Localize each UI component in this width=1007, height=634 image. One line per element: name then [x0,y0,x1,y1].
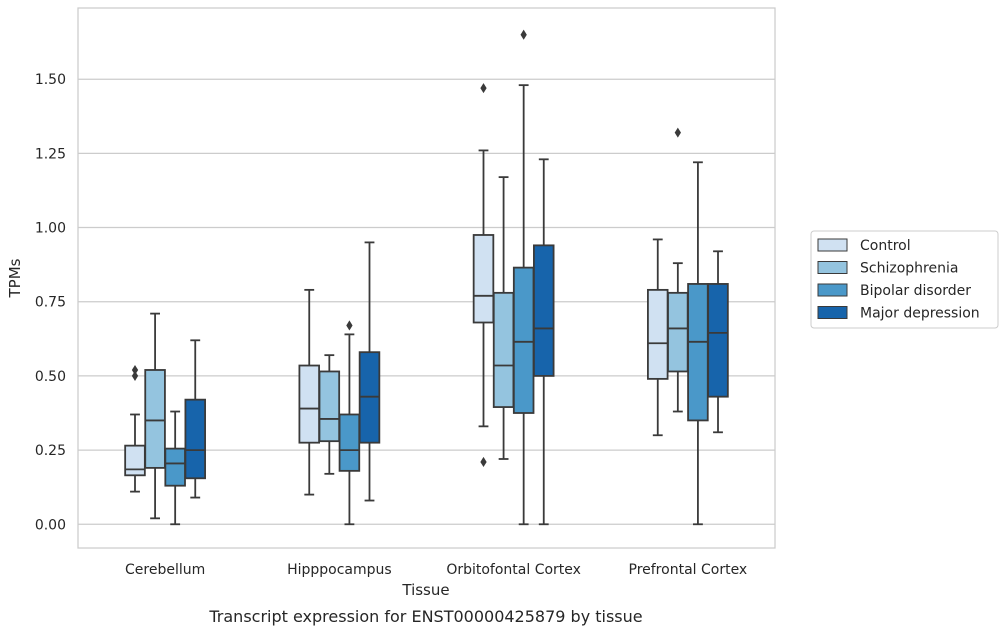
outlier-point [480,456,487,467]
legend-swatch [817,238,848,252]
box-1-1 [318,354,341,475]
y-tick-label: 1.50 [35,72,66,88]
outlier-point [346,320,353,331]
x-axis-title: Tissue [401,581,449,599]
box-iqr [298,364,320,444]
box-2-3 [533,158,555,526]
y-axis-title: TPMs [6,258,24,298]
box-3-3 [707,250,729,434]
legend-label: Control [860,238,911,254]
box-iqr [707,283,729,398]
x-tick-label: Cerebellum [125,562,205,578]
y-tick-label: 0.25 [35,443,66,459]
box-series [124,29,729,526]
outlier-point [674,127,681,138]
y-tick-label: 0.00 [35,517,66,533]
box-iqr [687,283,709,422]
outlier-point [131,364,139,376]
box-2-1 [492,176,515,460]
box-iqr [338,413,361,472]
box-iqr [164,447,186,487]
box-iqr [492,291,515,408]
legend-label: Bipolar disorder [860,283,971,299]
box-iqr [667,291,689,373]
box-2-0 [472,83,495,467]
x-tick-label: Orbitofontal Cortex [446,562,581,578]
box-1-3 [358,241,381,502]
box-0-0 [124,364,146,493]
plot-frame [77,7,776,549]
x-tick-label: Prefrontal Cortex [629,562,748,578]
legend-label: Schizophrenia [860,261,958,277]
box-3-1 [667,127,689,413]
chart-caption: Transcript expression for ENST0000042587… [208,607,642,626]
y-tick-label: 0.75 [35,295,66,311]
box-1-2 [338,320,361,526]
y-tick-label: 1.25 [35,146,66,162]
y-tick-label: 1.00 [35,221,66,237]
legend: Control Schizophrenia Bipolar disorder Majo… [810,230,999,329]
outlier-point [520,29,527,40]
box-1-0 [298,288,320,496]
box-iqr [472,234,495,324]
box-iqr [512,266,535,414]
box-iqr [318,370,341,443]
box-3-0 [647,238,669,437]
outlier-point [131,370,139,381]
legend-swatch [817,261,848,274]
y-tick-labels: 0.00 0.25 0.50 0.75 1.00 1.25 1.50 [35,72,66,533]
box-0-3 [184,339,206,499]
box-iqr [144,369,166,469]
legend-frame [810,230,999,329]
legend-label: Major depression [860,306,980,322]
box-iqr [124,444,146,477]
box-0-1 [144,312,166,520]
box-iqr [647,288,669,380]
box-3-2 [687,161,709,526]
x-tick-labels: Cerebellum Hipppocampus Orbitofontal Corte… [125,562,747,578]
x-tick-label: Hipppocampus [287,562,392,578]
outlier-point [480,83,487,94]
legend-swatch [817,306,848,319]
box-iqr [533,244,555,377]
legend-swatch [817,283,848,297]
y-tick-label: 0.50 [35,369,66,385]
box-iqr [184,398,206,480]
